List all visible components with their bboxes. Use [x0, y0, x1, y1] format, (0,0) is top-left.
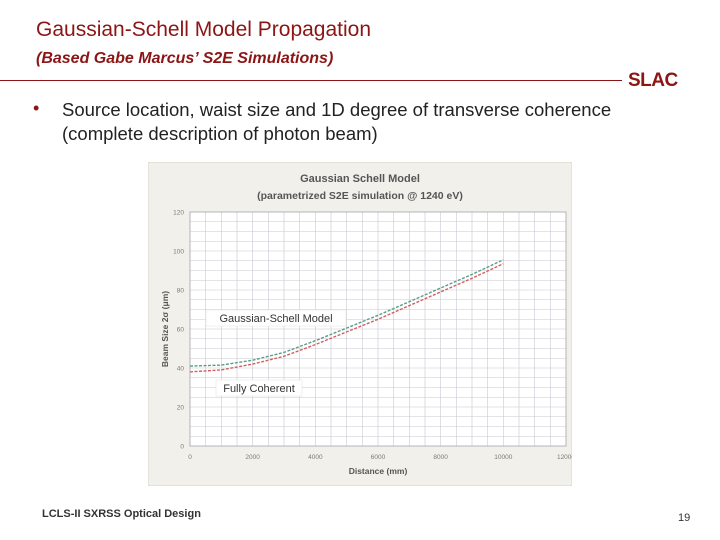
x-tick-label: 2000: [245, 454, 260, 461]
x-tick-label: 6000: [371, 454, 386, 461]
y-tick-label: 60: [177, 327, 185, 334]
chart-subtitle: (parametrized S2E simulation @ 1240 eV): [257, 190, 463, 202]
beam-size-chart: Gaussian Schell Model (parametrized S2E s…: [147, 161, 575, 487]
x-tick-label: 8000: [433, 454, 448, 461]
y-tick-label: 80: [177, 288, 185, 295]
y-tick-label: 120: [173, 210, 184, 217]
x-axis-label: Distance (mm): [349, 466, 408, 476]
annotation-fully-coherent: Fully Coherent: [223, 383, 295, 395]
y-tick-label: 100: [173, 249, 184, 256]
series-gaussian-schell-line: [189, 259, 504, 367]
slac-logo: SLAC: [628, 70, 678, 91]
x-tick-label: 0: [188, 454, 192, 461]
plot-border: [189, 211, 567, 447]
x-tick-label: 12000: [557, 454, 572, 461]
annotation-gaussian-schell-model: Gaussian-Schell Model: [219, 313, 332, 325]
series-fully-coherent-line: [189, 263, 504, 373]
y-tick-label: 40: [177, 366, 185, 373]
annotation-fully-coherent-box: [215, 379, 303, 397]
page-number: 19: [678, 512, 691, 524]
x-tick-label: 4000: [308, 454, 323, 461]
bullet-icon: •: [33, 98, 40, 118]
y-axis-label: Beam Size 2σ (μm): [160, 291, 170, 367]
slide-subtitle: (Based Gabe Marcus’ S2E Simulations): [36, 50, 334, 67]
annotation-gaussian-schell-model-box: [205, 309, 347, 327]
chart-container: Gaussian Schell Model (parametrized S2E s…: [147, 161, 575, 487]
footer-text: LCLS-II SXRSS Optical Design: [42, 508, 201, 520]
slide-title: Gaussian-Schell Model Propagation: [36, 18, 372, 41]
y-tick-label: 0: [180, 444, 184, 451]
y-tick-label: 20: [177, 405, 185, 412]
bullet-text: Source location, waist size and 1D degre…: [62, 99, 612, 144]
x-tick-label: 10000: [494, 454, 512, 461]
title-divider: [0, 80, 622, 81]
chart-title: Gaussian Schell Model: [300, 173, 420, 185]
